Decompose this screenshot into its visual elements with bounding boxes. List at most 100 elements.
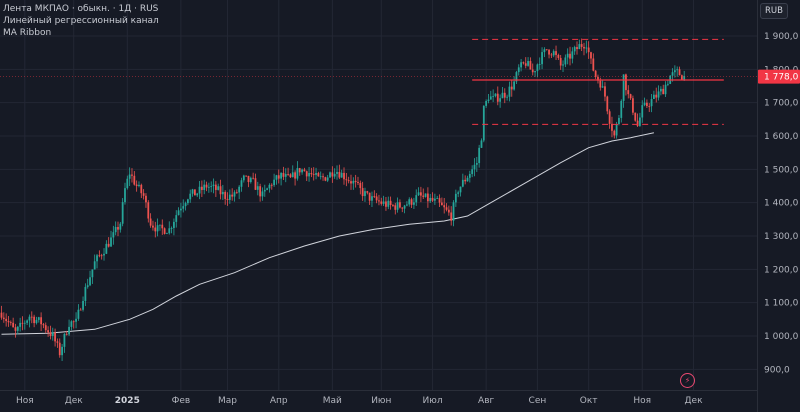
candle-body xyxy=(187,199,189,204)
candle-body xyxy=(475,163,478,165)
candle-body xyxy=(571,51,574,59)
candle-body xyxy=(494,93,497,97)
candle-body xyxy=(263,189,266,192)
candle-body xyxy=(86,285,89,287)
candle-body xyxy=(562,64,564,66)
time-tick-label: Май xyxy=(323,396,342,406)
candle-body xyxy=(662,88,665,95)
candle-body xyxy=(308,172,310,177)
candle-body xyxy=(231,194,234,197)
candle-body xyxy=(478,147,481,164)
candle-body xyxy=(198,186,201,194)
candle-body xyxy=(352,180,355,184)
candle-body xyxy=(280,172,282,179)
candle-body xyxy=(408,199,411,205)
candle-body xyxy=(333,173,336,177)
candle-body xyxy=(375,196,378,201)
candle-body xyxy=(317,173,320,177)
candle-body xyxy=(282,172,285,177)
candle-body xyxy=(406,204,408,206)
price-tick-label: 1 700,0 xyxy=(764,99,799,109)
candle-body xyxy=(72,321,75,323)
indicator-ma-ribbon[interactable]: MA Ribbon xyxy=(3,28,52,38)
candle-body xyxy=(98,255,101,257)
symbol-title[interactable]: Лента МКПАО · обыкн. · 1Д · RUS xyxy=(3,4,159,14)
candle-body xyxy=(51,332,54,337)
candle-body xyxy=(648,106,651,107)
candle-body xyxy=(256,186,259,190)
candle-body xyxy=(68,326,70,335)
candle-body xyxy=(252,177,255,179)
candle-body xyxy=(110,237,112,247)
candle-body xyxy=(552,51,555,56)
candle-body xyxy=(105,243,108,254)
candle-body xyxy=(606,96,609,112)
candle-body xyxy=(140,184,143,194)
candle-body xyxy=(666,83,669,85)
candle-body xyxy=(378,200,380,202)
candle-body xyxy=(573,47,576,52)
ma-line xyxy=(1,132,655,335)
candle-body xyxy=(597,76,599,81)
candle-body xyxy=(592,58,595,71)
price-tick-label: 1 200,0 xyxy=(764,265,799,275)
candle-body xyxy=(138,184,140,187)
last-price-label: 1 778,0 xyxy=(764,73,799,83)
candle-body xyxy=(613,130,616,136)
time-tick-label: Ноя xyxy=(633,396,651,406)
candle-body xyxy=(294,172,296,179)
candle-body xyxy=(26,320,29,323)
candle-body xyxy=(450,212,453,221)
candle-body xyxy=(466,177,469,182)
currency-button[interactable]: RUB xyxy=(760,3,788,19)
candle-body xyxy=(58,342,61,356)
price-tick-label: 1 100,0 xyxy=(764,299,799,309)
candle-body xyxy=(200,186,203,190)
time-tick-label: Сен xyxy=(529,396,547,406)
candle-body xyxy=(510,86,513,90)
candle-body xyxy=(629,94,632,99)
candle-body xyxy=(385,201,387,207)
candle-body xyxy=(266,188,269,190)
candle-body xyxy=(226,198,229,200)
candle-body xyxy=(338,171,341,178)
candle-body xyxy=(508,86,511,97)
time-tick-label: Авг xyxy=(478,396,494,406)
candle-body xyxy=(468,173,471,178)
candle-body xyxy=(212,184,215,187)
candle-body xyxy=(673,70,676,73)
candle-body xyxy=(268,184,271,189)
price-tick-label: 1 000,0 xyxy=(764,332,799,342)
candle-body xyxy=(538,64,541,65)
candle-body xyxy=(471,169,474,174)
price-axis[interactable]: 900,0 1 000,0 1 100,0 1 200,0 1 300,0 1 400,0… xyxy=(757,0,800,412)
candle-body xyxy=(47,330,49,333)
candle-body xyxy=(63,333,66,347)
candle-body xyxy=(501,92,504,99)
ma-ribbon-line xyxy=(1,132,655,335)
candle-body xyxy=(357,181,359,183)
candle-body xyxy=(303,169,306,172)
lightning-icon[interactable]: ⚡ xyxy=(680,373,695,388)
candle-body xyxy=(173,221,175,228)
candle-body xyxy=(305,171,308,177)
candle-body xyxy=(680,75,683,80)
candle-body xyxy=(112,232,115,238)
candle-body xyxy=(566,53,569,58)
candle-body xyxy=(653,94,655,100)
candle-body xyxy=(536,64,539,72)
candle-body xyxy=(126,178,129,189)
candle-body xyxy=(284,174,287,177)
candle-body xyxy=(114,227,117,233)
time-axis[interactable]: Ноя Дек 2025 Фев Мар Апр Май Июн Июл Авг Сен Окт Ноя… xyxy=(0,390,757,407)
candle-body xyxy=(438,198,441,203)
candle-body xyxy=(625,74,627,91)
candle-body xyxy=(454,193,457,203)
indicator-regression-channel[interactable]: Линейный регрессионный канал xyxy=(3,16,159,26)
candle-body xyxy=(14,327,17,331)
candle-body xyxy=(261,191,264,197)
candle-body xyxy=(420,192,422,196)
candle-body xyxy=(49,332,52,337)
candle-body xyxy=(401,207,404,209)
